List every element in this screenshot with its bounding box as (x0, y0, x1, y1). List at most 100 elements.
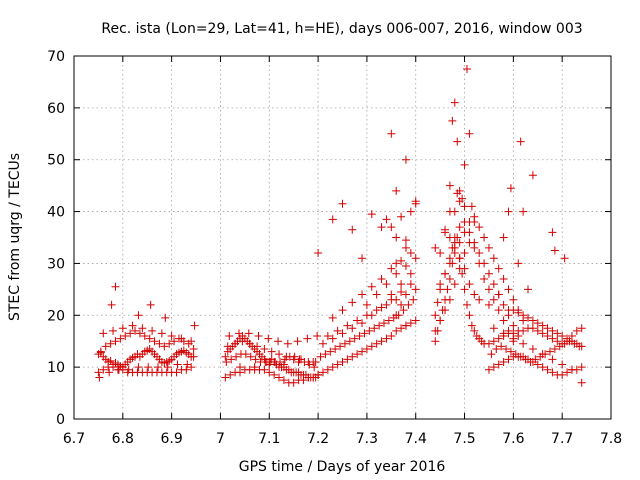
data-point (111, 337, 120, 346)
x-tick-label: 7.1 (258, 431, 280, 447)
data-point (372, 290, 381, 299)
data-point (450, 238, 459, 247)
data-point (245, 339, 254, 348)
data-point (350, 334, 359, 343)
y-tick-label: 30 (47, 256, 65, 272)
data-point (484, 285, 493, 294)
data-point (577, 324, 586, 333)
data-point (183, 360, 192, 369)
data-point (118, 324, 127, 333)
data-point (314, 249, 323, 258)
data-point (504, 207, 513, 216)
data-point (370, 324, 379, 333)
data-point (392, 233, 401, 242)
data-point (375, 321, 384, 330)
data-point (382, 300, 391, 309)
data-point (392, 186, 401, 195)
x-tick-label: 7.8 (600, 431, 622, 447)
data-point (124, 365, 133, 374)
data-point (128, 321, 137, 330)
data-point (155, 339, 164, 348)
data-point (499, 300, 508, 309)
data-point (270, 370, 279, 379)
data-point (455, 223, 464, 232)
data-point (94, 368, 103, 377)
data-point (450, 280, 459, 289)
data-point (157, 329, 166, 338)
data-point (431, 243, 440, 252)
data-point (528, 316, 537, 325)
data-point (524, 313, 533, 322)
data-point (282, 352, 291, 361)
data-point (328, 363, 337, 372)
data-point (303, 334, 312, 343)
data-point (223, 342, 232, 351)
data-point (548, 355, 557, 364)
data-point (367, 311, 376, 320)
data-point (235, 363, 244, 372)
data-point (558, 370, 567, 379)
data-point (221, 373, 230, 382)
data-point (545, 347, 554, 356)
data-point (528, 344, 537, 353)
data-point (489, 324, 498, 333)
plot-frame (73, 55, 612, 420)
data-point (348, 225, 357, 234)
data-point (577, 342, 586, 351)
data-point (144, 363, 153, 372)
data-point (450, 98, 459, 107)
data-point (145, 334, 154, 343)
data-point (260, 365, 269, 374)
data-point (445, 295, 454, 304)
data-point (475, 223, 484, 232)
data-point (467, 202, 476, 211)
y-tick-labels: 0 10 20 30 40 50 60 70 (47, 49, 65, 428)
data-point (382, 334, 391, 343)
data-point (499, 233, 508, 242)
data-point (126, 329, 135, 338)
data-point (436, 280, 445, 289)
data-point (494, 264, 503, 273)
data-point (274, 337, 283, 346)
data-point (101, 342, 110, 351)
data-point (572, 339, 581, 348)
data-point (190, 321, 199, 330)
data-point (494, 290, 503, 299)
data-point (453, 189, 462, 198)
data-point (134, 363, 143, 372)
data-point (460, 202, 469, 211)
data-point (524, 285, 533, 294)
data-point (372, 339, 381, 348)
data-point (365, 326, 374, 335)
data-point (489, 254, 498, 263)
data-point (519, 339, 528, 348)
data-point (509, 334, 518, 343)
data-point (494, 334, 503, 343)
data-point (538, 321, 547, 330)
data-point (397, 324, 406, 333)
data-point (150, 337, 159, 346)
data-point (377, 303, 386, 312)
x-tick-label: 7.5 (453, 431, 475, 447)
data-point (167, 332, 176, 341)
data-point (543, 324, 552, 333)
data-point (360, 329, 369, 338)
data-point (106, 339, 115, 348)
data-point (367, 210, 376, 219)
data-point (489, 363, 498, 372)
data-point (318, 339, 327, 348)
data-point (231, 339, 240, 348)
data-point (310, 363, 319, 372)
data-point (480, 259, 489, 268)
data-point (521, 355, 530, 364)
x-axis-title: GPS time / Days of year 2016 (239, 459, 446, 475)
x-tick-label: 7.2 (307, 431, 329, 447)
data-point (362, 344, 371, 353)
data-point (543, 365, 552, 374)
x-tick-label: 7.7 (551, 431, 573, 447)
data-point (232, 352, 241, 361)
data-point (445, 207, 454, 216)
data-point (328, 334, 337, 343)
data-point (397, 212, 406, 221)
